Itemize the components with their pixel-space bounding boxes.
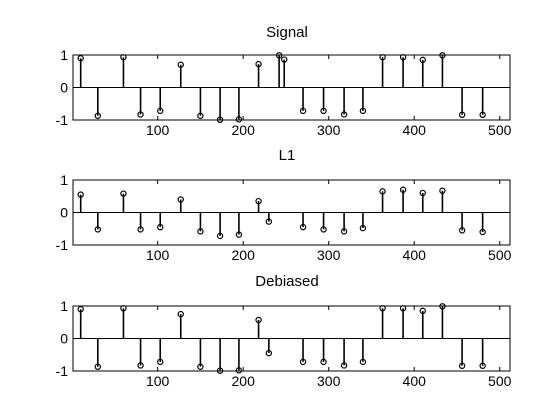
x-tick-label: 200: [232, 122, 256, 138]
stem-marker: [137, 111, 144, 118]
stem-marker: [281, 56, 288, 63]
stem-marker: [255, 197, 262, 205]
stem-marker: [379, 305, 386, 312]
subplot-l1: L1 100 200 300 400 500 -1 0 1: [56, 147, 512, 263]
stem-marker: [94, 112, 102, 119]
stem-marker: [439, 52, 446, 59]
stem-marker: [458, 362, 466, 369]
x-tick-label: 100: [146, 247, 170, 263]
stem-marker: [399, 305, 407, 312]
stem-marker: [399, 186, 407, 193]
stem-marker: [120, 54, 127, 61]
x-tick-label: 400: [403, 122, 427, 138]
y-tick-label: -1: [56, 363, 69, 379]
stem-marker: [458, 111, 466, 119]
x-tick-label: 200: [232, 373, 256, 389]
stem-marker: [197, 112, 204, 119]
x-tick-label: 400: [403, 247, 427, 263]
stem-marker: [255, 316, 262, 324]
subplot-signal: Signal 100 200 300 400 500 -1 0 1: [56, 24, 512, 138]
stem-marker: [458, 227, 466, 234]
x-tick-label: 300: [317, 122, 341, 138]
x-tick-label: 300: [317, 247, 341, 263]
stem-marker: [379, 54, 386, 61]
stem-marker: [320, 358, 327, 366]
x-tick-label: 400: [403, 373, 427, 389]
stem-marker: [419, 56, 426, 64]
stem-marker: [359, 107, 367, 115]
subplot-title: L1: [279, 147, 296, 164]
stem-marker: [340, 228, 348, 235]
stem-marker: [235, 231, 243, 238]
stem-marker: [177, 310, 184, 318]
stem-marker: [439, 303, 446, 310]
y-tick-label: 0: [60, 80, 68, 96]
stem-marker: [216, 116, 224, 123]
stem-marker: [216, 232, 224, 240]
stem-marker: [197, 363, 204, 370]
stem-marker: [94, 226, 102, 233]
y-tick-label: 0: [60, 205, 68, 221]
stem-marker: [197, 228, 204, 235]
stem-marker: [275, 52, 283, 59]
y-tick-label: 1: [60, 298, 68, 314]
stem-marker: [359, 224, 367, 232]
x-tick-label: 300: [317, 373, 341, 389]
stem-marker: [419, 189, 426, 197]
stem-marker: [157, 358, 164, 366]
y-tick-label: -1: [56, 237, 69, 253]
y-tick-label: 0: [60, 331, 68, 347]
x-tick-label: 100: [146, 122, 170, 138]
x-tick-label: 500: [488, 122, 512, 138]
stem-marker: [120, 305, 127, 312]
stem-marker: [479, 228, 486, 236]
stem-marker: [157, 223, 164, 231]
x-tick-label: 500: [488, 247, 512, 263]
stem-marker: [177, 61, 184, 68]
stem-marker: [320, 107, 327, 115]
stem-marker: [320, 226, 327, 233]
stem-marker: [479, 362, 486, 369]
stem-marker: [340, 362, 348, 369]
stem-marker: [77, 306, 84, 313]
stem-marker: [399, 54, 407, 61]
stem-marker: [120, 190, 127, 197]
y-tick-label: 1: [60, 47, 68, 63]
stem-marker: [340, 111, 348, 118]
stem-marker: [265, 218, 273, 225]
y-tick-label: -1: [56, 112, 69, 128]
y-tick-label: 1: [60, 172, 68, 188]
stem-marker: [137, 226, 144, 233]
stem-marker: [299, 107, 307, 115]
stem-marker: [77, 191, 84, 198]
subplot-title: Signal: [266, 24, 308, 41]
x-tick-label: 200: [232, 247, 256, 263]
stem-marker: [379, 188, 386, 195]
stem-marker: [94, 363, 102, 370]
stem-marker: [479, 111, 486, 119]
stem-marker: [235, 367, 243, 374]
stem-marker: [235, 116, 243, 123]
stem-marker: [265, 349, 273, 357]
stem-marker: [299, 223, 307, 231]
stem-marker: [255, 60, 262, 68]
stem-marker: [299, 358, 307, 366]
subplot-debiased: Debiased 100 200 300 400 500 -1 0 1: [56, 273, 512, 389]
subplot-title: Debiased: [255, 273, 318, 290]
stem-marker: [137, 362, 144, 369]
x-tick-label: 100: [146, 373, 170, 389]
stem-marker: [157, 107, 164, 115]
stem-marker: [177, 196, 184, 203]
stem-marker: [419, 307, 426, 315]
x-tick-label: 500: [488, 373, 512, 389]
stem-marker: [216, 367, 224, 374]
stem-marker: [439, 187, 446, 194]
stem-marker: [77, 55, 84, 62]
stem-marker: [359, 358, 367, 366]
